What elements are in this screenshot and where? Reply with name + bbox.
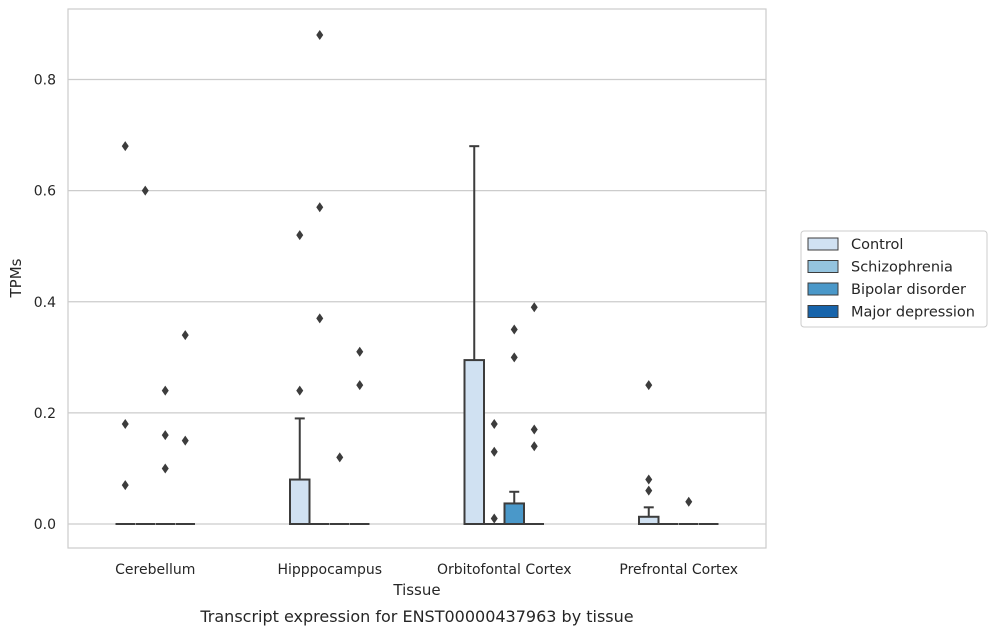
legend-label: Bipolar disorder bbox=[851, 282, 966, 298]
outlier-points bbox=[121, 30, 693, 524]
outlier-point bbox=[121, 480, 129, 491]
box-control bbox=[463, 145, 485, 526]
outlier-point bbox=[121, 418, 129, 429]
outlier-point bbox=[645, 380, 653, 391]
y-tick-label: 0.0 bbox=[34, 517, 56, 533]
legend-label: Control bbox=[851, 237, 903, 253]
outlier-point bbox=[530, 424, 538, 435]
outlier-point bbox=[356, 380, 364, 391]
outlier-point bbox=[336, 452, 344, 463]
outlier-point bbox=[490, 513, 498, 524]
outlier-point bbox=[296, 385, 304, 396]
outlier-point bbox=[181, 330, 189, 341]
x-tick-label: Hipppocampus bbox=[277, 562, 382, 578]
outlier-point bbox=[685, 496, 693, 507]
x-axis-label: Tissue bbox=[392, 581, 440, 599]
outlier-point bbox=[316, 30, 324, 41]
legend-swatch bbox=[807, 260, 839, 273]
box-series bbox=[115, 145, 719, 526]
outlier-point bbox=[645, 485, 653, 496]
chart-caption: Transcript expression for ENST0000043796… bbox=[199, 607, 633, 626]
box bbox=[503, 502, 525, 525]
outlier-point bbox=[296, 230, 304, 241]
outlier-point bbox=[530, 441, 538, 452]
x-tick-label: Orbitofontal Cortex bbox=[437, 562, 572, 578]
box bbox=[638, 515, 660, 525]
box bbox=[289, 478, 311, 525]
legend-swatch bbox=[807, 305, 839, 318]
outlier-point bbox=[316, 202, 324, 213]
outlier-point bbox=[510, 352, 518, 363]
legend-swatch bbox=[807, 282, 839, 296]
y-tick-label: 0.2 bbox=[34, 406, 56, 422]
x-tick-label: Cerebellum bbox=[115, 562, 195, 578]
legend-label: Major depression bbox=[851, 305, 975, 321]
outlier-point bbox=[645, 474, 653, 485]
plot-area bbox=[67, 8, 767, 549]
y-axis-label: TPMs bbox=[7, 258, 25, 298]
legend: Control Schizophrenia Bipolar disorder Majo… bbox=[800, 230, 988, 328]
box-control bbox=[638, 506, 660, 525]
outlier-point bbox=[356, 346, 364, 357]
outlier-point bbox=[161, 385, 169, 396]
outlier-point bbox=[161, 463, 169, 474]
box-bipolar-disorder bbox=[503, 490, 525, 525]
y-tick-label: 0.6 bbox=[34, 184, 56, 200]
y-tick-label: 0.4 bbox=[34, 295, 56, 311]
y-tick-label: 0.8 bbox=[34, 73, 56, 89]
legend-frame bbox=[800, 230, 988, 328]
legend-label: Schizophrenia bbox=[851, 260, 953, 276]
x-axis-ticks: Cerebellum Hipppocampus Orbitofontal Corte… bbox=[115, 562, 738, 578]
box bbox=[463, 359, 485, 526]
outlier-point bbox=[490, 446, 498, 457]
y-axis-ticks: 0.0 0.2 0.4 0.6 0.8 bbox=[34, 73, 56, 534]
box-control bbox=[289, 417, 311, 525]
legend-swatch bbox=[807, 237, 839, 251]
outlier-point bbox=[181, 435, 189, 446]
outlier-point bbox=[141, 185, 149, 196]
outlier-point bbox=[316, 313, 324, 324]
outlier-point bbox=[530, 302, 538, 313]
outlier-point bbox=[490, 418, 498, 429]
outlier-point bbox=[161, 430, 169, 441]
outlier-point bbox=[121, 141, 129, 152]
x-tick-label: Prefrontal Cortex bbox=[619, 562, 738, 578]
outlier-point bbox=[510, 324, 518, 335]
